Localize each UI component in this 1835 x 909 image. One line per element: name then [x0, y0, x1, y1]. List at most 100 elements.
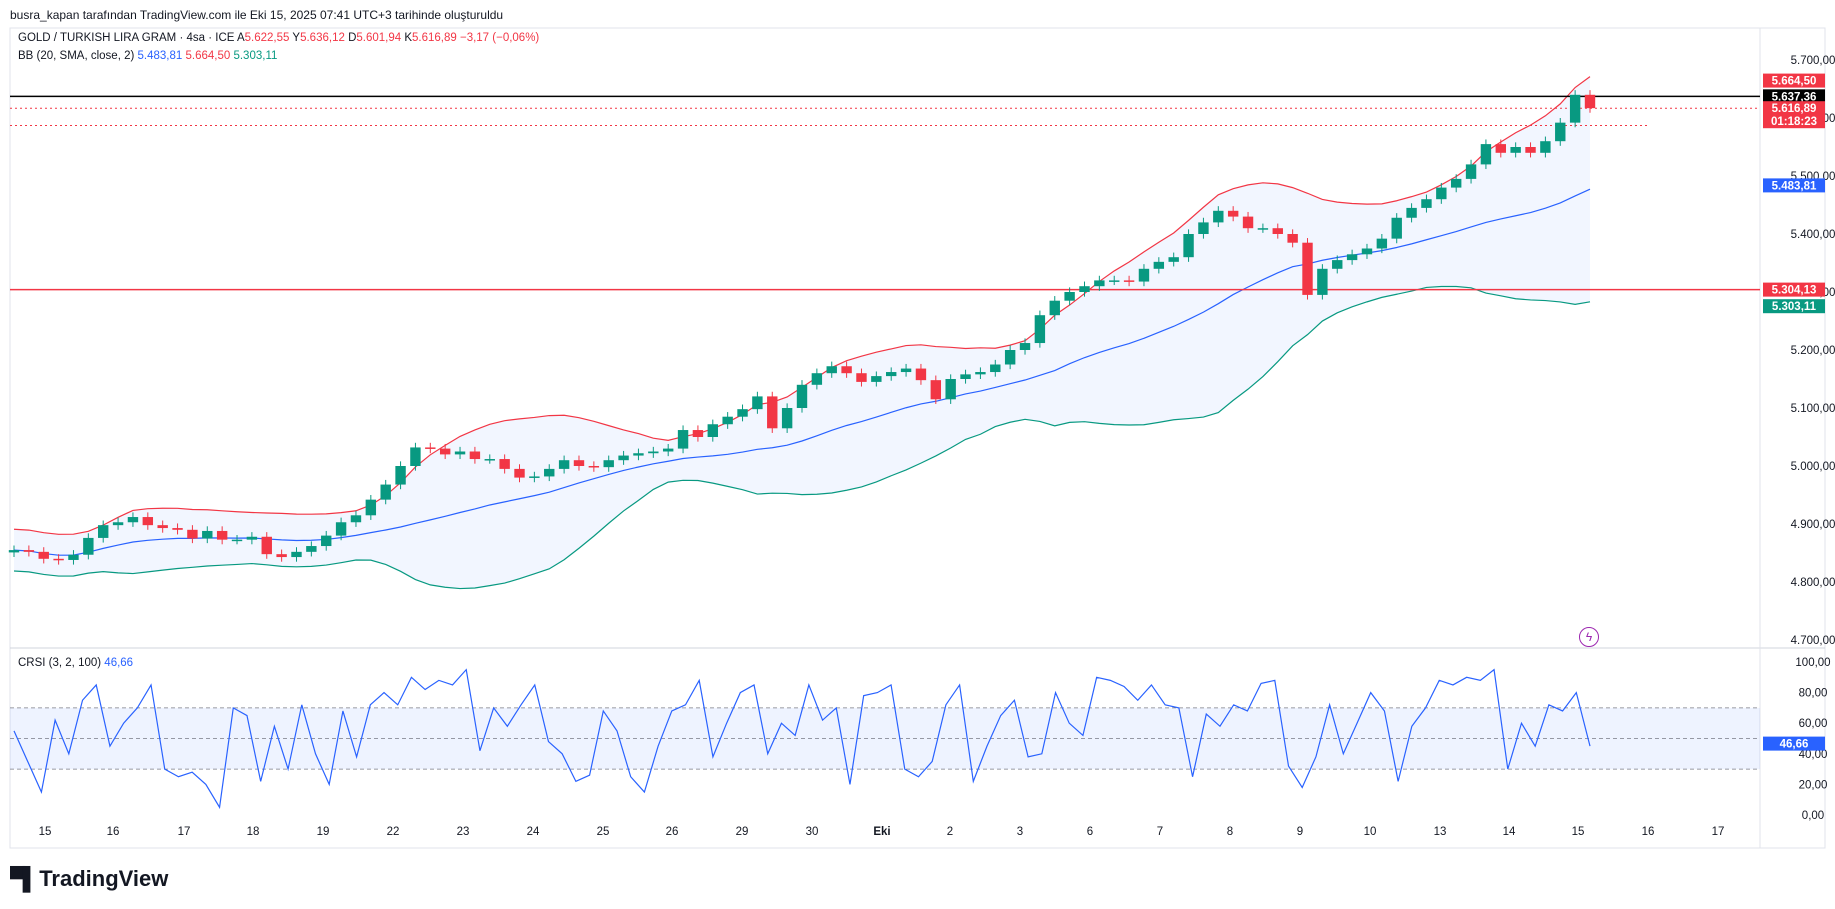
candle-body	[83, 537, 94, 555]
time-tick-label: 2	[947, 826, 953, 838]
crsi-legend: CRSI (3, 2, 100) 46,66	[18, 657, 133, 669]
crsi-tick-label: 20,00	[1799, 779, 1828, 791]
candle-body	[1034, 315, 1046, 344]
candle-body	[1049, 300, 1060, 316]
candle-body	[886, 372, 897, 377]
time-tick-label: 14	[1503, 826, 1516, 838]
price-axis-badge-label: 5.637,36	[1772, 91, 1817, 103]
candle	[83, 533, 94, 560]
candle	[291, 547, 302, 562]
candle	[484, 454, 495, 464]
candle-body	[648, 451, 659, 454]
candle-body	[1510, 147, 1521, 153]
candle	[633, 448, 644, 461]
candle-body	[1287, 234, 1298, 243]
candle-body	[216, 530, 228, 540]
change-value: −3,17 (−0,06%)	[459, 32, 540, 44]
price-axis-badge	[1763, 282, 1825, 297]
candle	[1525, 142, 1536, 158]
candle-body	[1064, 292, 1075, 301]
candle-body	[142, 517, 154, 526]
candle	[157, 520, 168, 533]
candle-body	[529, 476, 540, 478]
candle	[1555, 118, 1566, 146]
candle	[425, 442, 436, 454]
candle	[1109, 275, 1120, 286]
time-tick-label: 10	[1364, 826, 1377, 838]
candle-body	[1257, 228, 1269, 230]
candle-body	[98, 525, 109, 538]
bb-lower-value: 5.303,11	[233, 50, 278, 62]
candle	[781, 403, 793, 433]
candle-body	[1421, 199, 1432, 208]
time-tick-label: 15	[39, 826, 52, 838]
price-axis-badge-label: 5.303,11	[1772, 301, 1817, 313]
close-value: 5.616,89	[412, 32, 457, 44]
candle-body	[1406, 207, 1417, 218]
candle	[53, 554, 64, 565]
candle	[1510, 142, 1521, 158]
price-axis-badge-label: 5.483,81	[1772, 180, 1817, 192]
candle-body	[544, 468, 555, 477]
candle-body	[1569, 94, 1581, 123]
candle-body	[350, 515, 362, 523]
candle-body	[53, 558, 64, 561]
candle-body	[796, 384, 808, 408]
candle-body	[871, 376, 882, 382]
price-axis-badge	[1763, 73, 1825, 88]
candle	[1034, 310, 1046, 348]
candle-body	[1346, 254, 1358, 261]
candle	[1004, 345, 1016, 370]
candle-body	[1525, 147, 1536, 153]
lightning-icon[interactable]: ϟ	[1579, 627, 1599, 647]
candle	[306, 541, 317, 557]
candle	[439, 443, 451, 460]
candle	[1213, 206, 1224, 228]
candle-body	[261, 536, 272, 555]
candle	[945, 374, 956, 404]
candle-body	[1391, 217, 1402, 239]
candle	[1168, 252, 1179, 267]
candle-body	[618, 455, 629, 461]
candle	[1436, 182, 1447, 204]
candle-body	[202, 530, 213, 539]
candle	[1079, 281, 1090, 297]
candle-body	[1272, 228, 1283, 234]
candle-body	[276, 554, 287, 558]
candle	[1480, 139, 1492, 170]
candle	[588, 461, 600, 472]
candle-body	[558, 460, 570, 469]
candle-body	[722, 416, 733, 425]
time-tick-label: 26	[666, 826, 679, 838]
candle-body	[1079, 286, 1090, 292]
candle-body	[811, 373, 823, 385]
candle	[98, 520, 109, 543]
time-tick-label: 9	[1297, 826, 1303, 838]
candle-body	[960, 374, 971, 379]
candle-body	[469, 451, 481, 460]
candle-body	[8, 550, 20, 553]
price-axis-badge-label: 5.304,13	[1772, 285, 1817, 297]
candle	[261, 532, 272, 559]
price-tick-label: 4.800,00	[1791, 577, 1835, 589]
candle-body	[1540, 141, 1551, 153]
candle-body	[23, 550, 35, 552]
candle-body	[68, 554, 79, 560]
candle	[1094, 275, 1105, 291]
price-legend: GOLD / TURKISH LIRA GRAM · 4sa · ICE A5.…	[18, 32, 539, 44]
candle	[499, 454, 510, 474]
price-axis-badge	[1763, 299, 1825, 314]
bb-label[interactable]: BB (20, SMA, close, 2)	[18, 50, 135, 62]
crsi-tick-label: 100,00	[1795, 657, 1830, 669]
candle	[514, 464, 525, 483]
candle-body	[454, 451, 466, 455]
candle	[990, 359, 1001, 377]
candle	[915, 363, 927, 385]
candle-body	[1213, 210, 1224, 223]
crsi-label[interactable]: CRSI (3, 2, 100)	[18, 657, 102, 669]
candle-body	[335, 522, 347, 536]
symbol-label[interactable]: GOLD / TURKISH LIRA GRAM · 4sa · ICE	[18, 32, 235, 44]
candle	[172, 523, 183, 535]
candle	[886, 367, 897, 381]
